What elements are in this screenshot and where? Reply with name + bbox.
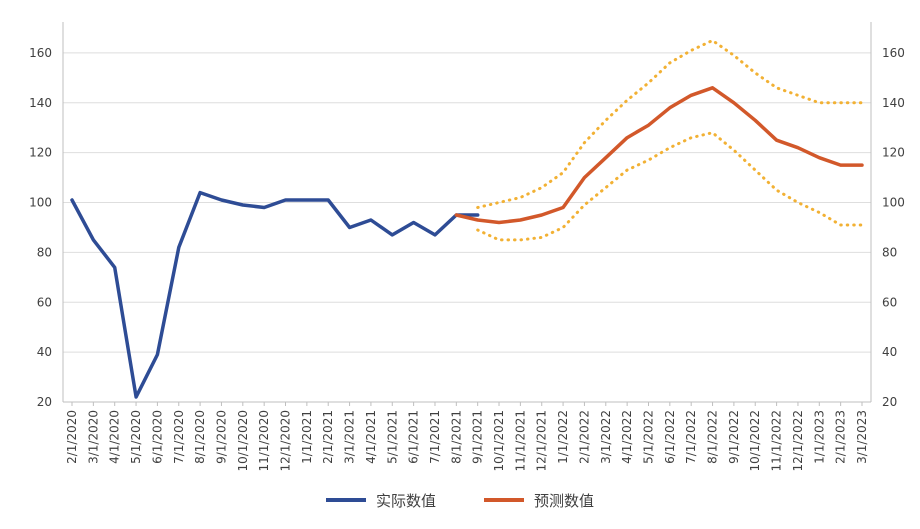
y-tick-label-left: 140: [29, 96, 52, 110]
x-tick-label: 8/1/2022: [706, 410, 720, 464]
y-tick-label-right: 20: [882, 395, 897, 409]
y-tick-label-right: 60: [882, 295, 897, 309]
x-tick-label: 9/1/2020: [214, 410, 228, 464]
x-tick-label: 11/1/2021: [513, 410, 527, 472]
series-line-1: [70, 190, 480, 399]
x-tick-label: 5/1/2020: [129, 410, 143, 464]
axes: 20 20 40 40 60 60 80 80 100 100 120 120 140 140 160 160…: [29, 22, 905, 472]
y-tick-label-right: 140: [882, 96, 905, 110]
x-tick-label: 2/1/2020: [65, 410, 79, 464]
x-tick-label: 12/1/2020: [279, 410, 293, 472]
x-tick-label: 10/1/2021: [492, 410, 506, 472]
x-tick-label: 3/1/2020: [86, 410, 100, 464]
y-tick-label-left: 120: [29, 146, 52, 160]
y-tick-label-right: 100: [882, 196, 905, 210]
x-tick-label: 4/1/2021: [364, 410, 378, 464]
series-line-3: [476, 39, 864, 209]
x-tick-label: 2/1/2021: [321, 410, 335, 464]
x-tick-label: 5/1/2022: [641, 410, 655, 464]
x-tick-label: 7/1/2020: [172, 410, 186, 464]
y-tick-label-left: 60: [37, 295, 52, 309]
x-tick-label: 8/1/2021: [449, 410, 463, 464]
y-tick-label-left: 80: [37, 245, 52, 259]
x-tick-label: 8/1/2020: [193, 410, 207, 464]
gridlines: [63, 52, 871, 403]
y-tick-label-right: 40: [882, 345, 897, 359]
x-tick-label: 1/1/2021: [300, 410, 314, 464]
x-tick-label: 9/1/2022: [727, 410, 741, 464]
x-tick-label: 6/1/2021: [407, 410, 421, 464]
y-tick-label-left: 20: [37, 395, 52, 409]
legend-label: 预测数值: [534, 492, 594, 510]
y-tick-label-left: 100: [29, 196, 52, 210]
series-lines: [70, 39, 864, 399]
x-tick-label: 11/1/2022: [770, 410, 784, 472]
y-tick-label-right: 80: [882, 245, 897, 259]
x-tick-label: 4/1/2022: [620, 410, 634, 464]
x-tick-label: 3/1/2022: [599, 410, 613, 464]
legend-label: 实际数值: [376, 492, 436, 510]
x-tick-label: 1/1/2022: [556, 410, 570, 464]
legend: 实际数值 预测数值: [326, 492, 594, 510]
x-tick-label: 2/1/2022: [577, 410, 591, 464]
x-tick-label: 12/1/2021: [535, 410, 549, 472]
x-tick-label: 10/1/2022: [748, 410, 762, 472]
y-tick-label-right: 120: [882, 146, 905, 160]
x-tick-label: 3/1/2021: [343, 410, 357, 464]
x-tick-label: 3/1/2023: [855, 410, 869, 464]
x-tick-label: 11/1/2020: [257, 410, 271, 472]
x-tick-label: 9/1/2021: [471, 410, 485, 464]
x-tick-label: 7/1/2022: [684, 410, 698, 464]
y-tick-label-left: 40: [37, 345, 52, 359]
series-line-4: [476, 131, 864, 242]
x-tick-label: 12/1/2022: [791, 410, 805, 472]
x-tick-label: 1/1/2023: [812, 410, 826, 464]
x-tick-label: 6/1/2022: [663, 410, 677, 464]
series-line-2: [454, 86, 864, 225]
x-tick-label: 10/1/2020: [236, 410, 250, 472]
x-tick-label: 4/1/2020: [108, 410, 122, 464]
x-tick-label: 7/1/2021: [428, 410, 442, 464]
x-tick-label: 5/1/2021: [385, 410, 399, 464]
x-tick-label: 2/1/2023: [834, 410, 848, 464]
y-tick-label-right: 160: [882, 46, 905, 60]
x-tick-label: 6/1/2020: [150, 410, 164, 464]
y-tick-label-left: 160: [29, 46, 52, 60]
